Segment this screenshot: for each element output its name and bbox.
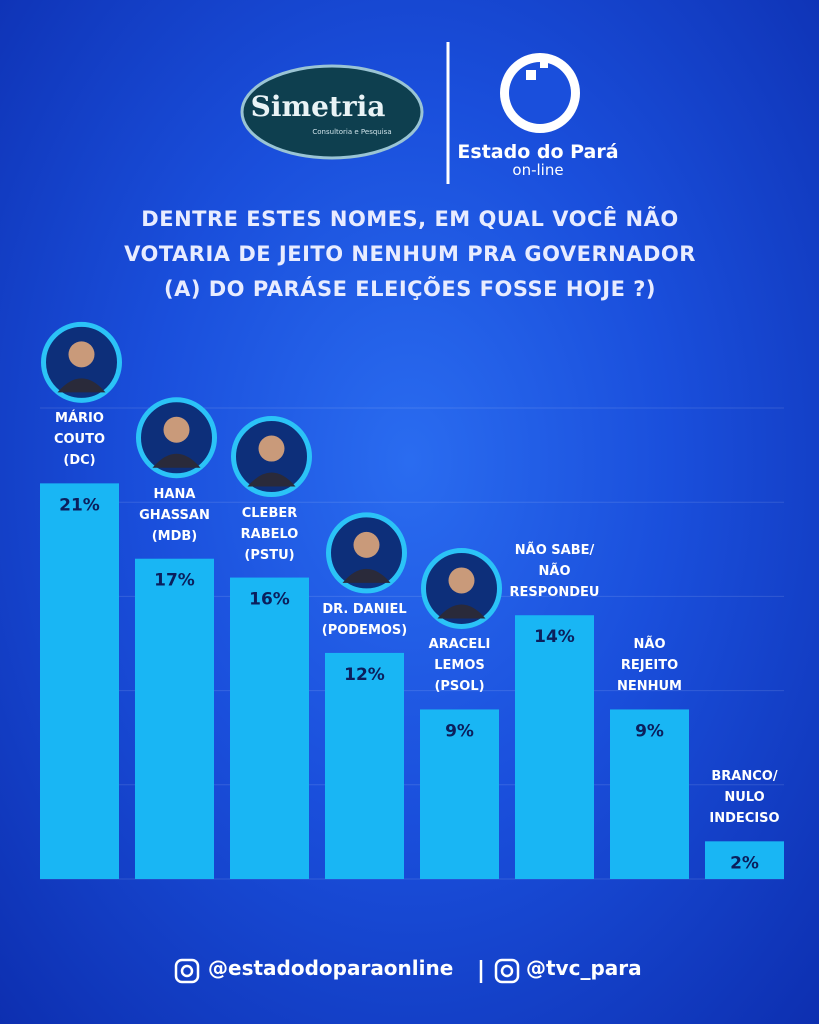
category-label: BRANCO/ NULO INDECISO <box>709 769 780 827</box>
category-label: CLEBER RABELO (PSTU) <box>240 505 299 563</box>
value-label: 17% <box>154 571 195 591</box>
bar <box>40 483 119 879</box>
bar <box>135 558 214 879</box>
category-label: NÃO SABE/ NÃO RESPONDEU <box>509 543 600 601</box>
value-label: 9% <box>635 721 664 741</box>
bar <box>325 652 404 879</box>
category-label: ARACELI LEMOS (PSOL) <box>428 637 491 695</box>
photo-body <box>57 378 106 393</box>
instagram-icons <box>174 958 520 984</box>
photo-body <box>152 453 201 468</box>
photo-head <box>258 435 285 462</box>
photo-body <box>247 472 296 487</box>
photo-body <box>342 568 391 583</box>
bar <box>420 709 499 879</box>
value-label: 21% <box>59 495 100 515</box>
photo-body <box>437 604 486 619</box>
bar <box>230 577 309 879</box>
photo-head <box>68 341 95 368</box>
bar <box>705 841 784 879</box>
logo-text: Simetria <box>251 90 386 123</box>
bar <box>610 709 689 879</box>
estado-logo: Estado do Pará on-line <box>457 53 619 179</box>
photo-head <box>163 416 190 443</box>
logo-subtext: on-line <box>512 161 563 179</box>
value-label: 9% <box>445 721 474 741</box>
bar <box>515 615 594 879</box>
logo-text: Estado do Pará <box>457 141 618 163</box>
footer-handle: @tvc_para <box>526 956 642 980</box>
value-label: 2% <box>730 853 759 873</box>
logo-subtext: Consultoria e Pesquisa <box>312 128 391 136</box>
value-label: 12% <box>344 665 385 685</box>
chart-title: DENTRE ESTES NOMES, EM QUAL VOCÊ NÃO VOT… <box>124 207 696 301</box>
category-label: HANA GHASSAN (MDB) <box>139 486 210 544</box>
category-label: DR. DANIEL (PODEMOS) <box>321 601 408 638</box>
value-label: 14% <box>534 627 575 647</box>
category-label: MÁRIO COUTO (DC) <box>53 411 106 469</box>
photo-head <box>448 567 475 594</box>
category-label: NÃO REJEITO NENHUM <box>616 637 682 695</box>
footer-handle: @estadodoparaonline <box>208 956 454 980</box>
photo-head <box>353 531 380 558</box>
value-label: 16% <box>249 590 290 610</box>
simetria-logo: Simetria Consultoria e Pesquisa <box>240 64 424 160</box>
